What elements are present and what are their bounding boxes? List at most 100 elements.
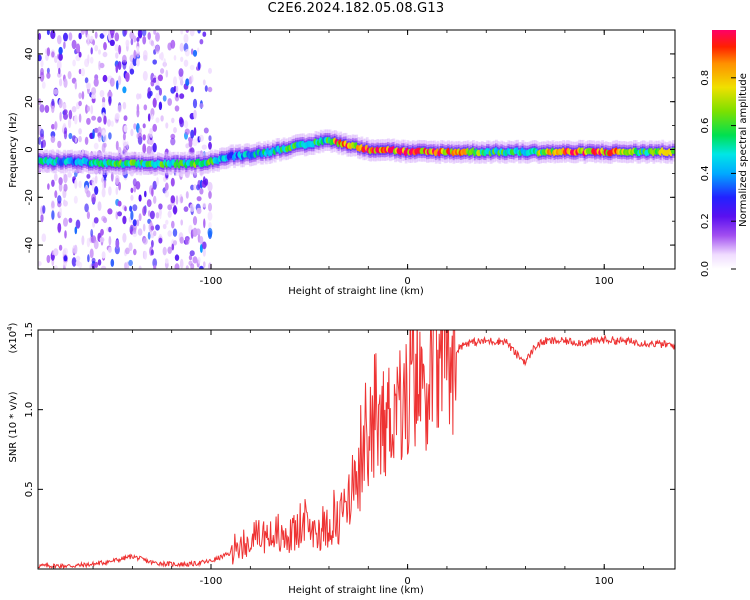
noise-speckle [118, 75, 122, 86]
noise-speckle [115, 186, 119, 195]
noise-speckle [173, 205, 177, 215]
chart-title: C2E6.2024.182.05.08.G13 [267, 1, 445, 16]
noise-speckle [148, 138, 154, 146]
noise-speckle [196, 196, 202, 202]
noise-speckle [189, 30, 195, 37]
noise-speckle [94, 261, 99, 268]
noise-speckle [93, 78, 99, 87]
noise-speckle [197, 47, 200, 53]
noise-speckle [142, 30, 147, 37]
noise-speckle [63, 183, 68, 192]
noise-speckle [143, 250, 148, 260]
noise-speckle [116, 80, 119, 90]
noise-speckle [87, 54, 90, 64]
noise-speckle [63, 127, 68, 134]
noise-speckle [185, 30, 189, 33]
noise-speckle [199, 265, 204, 269]
noise-speckle [164, 182, 169, 191]
noise-speckle [142, 35, 147, 45]
noise-speckle [129, 205, 133, 212]
noise-speckle [59, 111, 62, 122]
noise-speckle [199, 188, 204, 195]
noise-speckle [115, 177, 120, 186]
snr-panel: -100 0 100 0.5 1.0 1.5 Height of straight lin… [6, 322, 676, 596]
noise-speckle [86, 105, 90, 112]
noise-speckle [155, 32, 160, 42]
noise-speckle [170, 195, 176, 204]
noise-speckle [192, 49, 198, 57]
noise-speckle [97, 116, 102, 123]
noise-speckle [97, 201, 102, 212]
noise-speckle [108, 132, 112, 140]
noise-speckle [192, 256, 198, 264]
noise-speckle [93, 217, 99, 224]
noise-speckle [117, 61, 122, 70]
noise-speckle [42, 205, 46, 214]
noise-speckle [198, 134, 204, 142]
noise-speckle [151, 187, 154, 197]
noise-speckle [58, 182, 63, 192]
noise-speckle [138, 213, 142, 222]
noise-speckle [149, 210, 155, 220]
noise-speckle [126, 141, 129, 150]
noise-speckle [78, 180, 82, 189]
noise-speckle [156, 177, 159, 186]
noise-speckle [173, 240, 177, 246]
noise-speckle [184, 48, 190, 57]
noise-speckle [197, 61, 201, 70]
noise-speckle [152, 97, 157, 108]
noise-speckle [68, 217, 73, 223]
noise-speckle [74, 179, 78, 189]
noise-speckle [78, 100, 82, 107]
snr-axes: -100 0 100 0.5 1.0 1.5 [24, 322, 675, 587]
noise-speckle [40, 59, 44, 68]
noise-speckle [207, 211, 213, 221]
noise-speckle [101, 265, 107, 269]
noise-speckle [122, 54, 127, 64]
noise-speckle [123, 115, 128, 121]
noise-speckle [207, 227, 213, 238]
noise-speckle [123, 125, 128, 133]
noise-speckle [115, 140, 119, 151]
noise-speckle [63, 255, 68, 262]
noise-speckle [74, 244, 78, 255]
noise-speckle [142, 70, 148, 81]
y-tick-label: -40 [24, 237, 35, 253]
colorbar-tick-label: 0.0 [700, 261, 711, 277]
noise-speckle [41, 81, 46, 89]
noise-speckle [93, 142, 99, 150]
noise-speckle [143, 104, 148, 111]
noise-speckle [195, 228, 201, 236]
noise-speckle [122, 232, 127, 243]
noise-speckle [138, 194, 142, 202]
noise-speckle [108, 246, 112, 253]
noise-speckle [174, 254, 180, 261]
noise-speckle [167, 98, 172, 106]
noise-speckle [133, 35, 137, 43]
x-tick-label: 100 [595, 276, 614, 287]
noise-speckle [150, 40, 155, 47]
noise-speckle [91, 93, 96, 99]
noise-speckle [149, 90, 153, 97]
noise-speckle [40, 128, 44, 138]
noise-speckle [146, 145, 152, 155]
noise-speckle [63, 78, 68, 88]
noise-speckle [125, 247, 130, 255]
noise-speckle [68, 132, 73, 140]
noise-speckle [90, 47, 93, 55]
noise-speckle [53, 265, 58, 269]
noise-speckle [50, 30, 56, 40]
noise-speckle [185, 78, 190, 86]
noise-speckle [137, 228, 143, 236]
noise-speckle [72, 59, 76, 67]
noise-speckle [153, 265, 157, 269]
noise-speckle [138, 132, 142, 139]
noise-speckle [84, 203, 89, 213]
noise-speckle [174, 105, 180, 112]
noise-speckle [190, 129, 195, 139]
noise-speckle [180, 30, 184, 35]
noise-speckle [91, 115, 96, 121]
noise-speckle [51, 123, 55, 130]
noise-speckle [108, 226, 112, 233]
noise-speckle [87, 33, 90, 42]
